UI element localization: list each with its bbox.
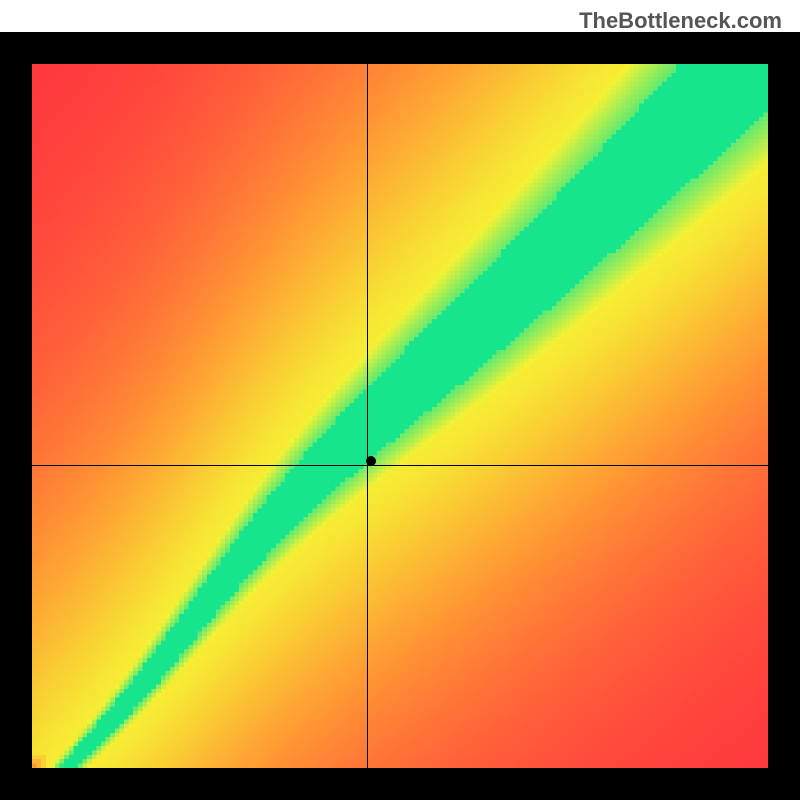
crosshair-vertical — [367, 64, 368, 768]
bottleneck-heatmap — [32, 64, 768, 768]
crosshair-marker — [366, 456, 376, 466]
crosshair-horizontal — [32, 465, 768, 466]
attribution-text: TheBottleneck.com — [579, 8, 782, 34]
